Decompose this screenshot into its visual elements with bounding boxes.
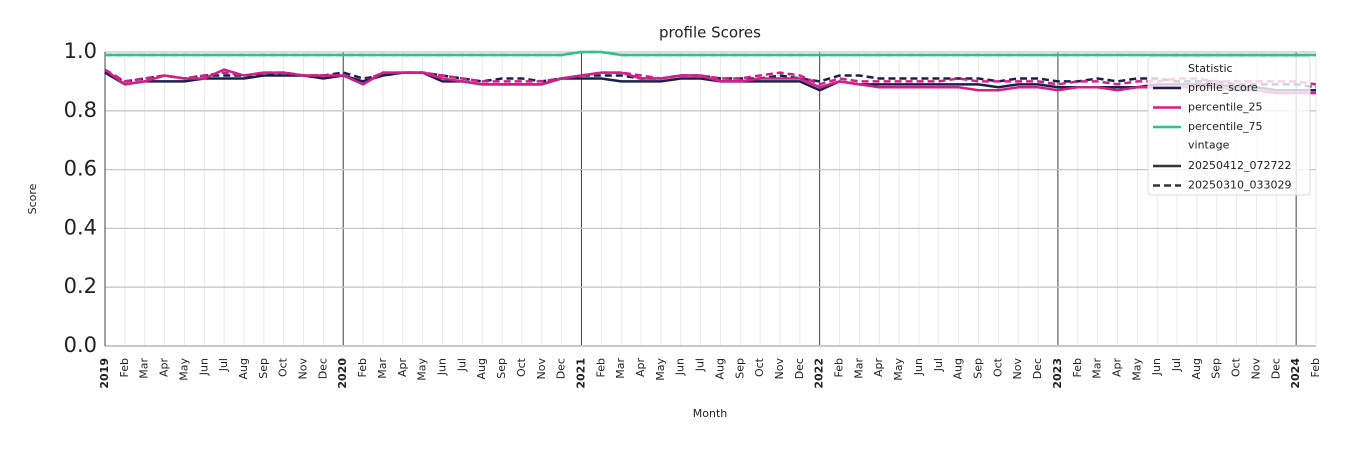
x-tick-label: 2022 <box>813 358 826 389</box>
x-tick-label: Apr <box>396 358 409 378</box>
x-tick-label: Mar <box>614 358 627 379</box>
x-tick-label: Sep <box>972 358 985 379</box>
x-tick-label: Nov <box>1249 358 1262 380</box>
series-line <box>104 71 1317 89</box>
x-tick-label: Dec <box>1031 358 1044 379</box>
x-tick-label: Feb <box>356 358 369 377</box>
chart-title: profile Scores <box>659 24 761 42</box>
y-tick-label: 0.6 <box>64 157 97 181</box>
x-tick-label: Dec <box>555 358 568 379</box>
x-tick-label: Jul <box>217 358 230 372</box>
x-tick-label: May <box>654 358 667 381</box>
y-tick-label: 0.0 <box>64 333 97 357</box>
x-tick-label: Dec <box>793 358 806 379</box>
x-tick-label: 2024 <box>1289 358 1302 389</box>
x-tick-label: Feb <box>833 358 846 377</box>
y-tick-label: 0.8 <box>64 98 97 122</box>
x-tick-label: Feb <box>118 358 131 377</box>
x-tick-label: Nov <box>535 358 548 380</box>
x-tick-label: Oct <box>515 357 528 377</box>
x-tick-label: Feb <box>594 358 607 377</box>
series-line <box>104 68 1317 86</box>
x-tick-label: Jul <box>1170 358 1183 372</box>
x-tick-label: Aug <box>237 358 250 379</box>
series-line <box>105 50 1316 57</box>
x-tick-label: Oct <box>277 357 290 377</box>
x-tick-label: Oct <box>1230 357 1243 377</box>
legend-label: profile_score <box>1188 81 1258 94</box>
x-tick-label: Jun <box>674 358 687 376</box>
x-tick-label: Aug <box>1190 358 1203 379</box>
y-tick-label: 1.0 <box>64 39 97 63</box>
x-tick-label: Mar <box>138 358 151 379</box>
x-tick-label: Sep <box>495 358 508 379</box>
x-tick-label: Sep <box>733 358 746 379</box>
x-tick-label: Feb <box>1071 358 1084 377</box>
y-tick-label: 0.2 <box>64 274 97 298</box>
series-line <box>104 68 1316 95</box>
x-tick-label: Jul <box>932 358 945 372</box>
legend-title: Statistic <box>1188 62 1233 75</box>
legend-label: 20250412_072722 <box>1188 159 1291 172</box>
x-tick-label: 2020 <box>336 358 349 389</box>
x-tick-label: 2021 <box>574 358 587 389</box>
x-tick-label: Aug <box>952 358 965 379</box>
x-tick-label: Jun <box>435 358 448 376</box>
x-tick-label: Oct <box>753 357 766 377</box>
x-tick-label: Jun <box>912 358 925 376</box>
x-tick-label: 2023 <box>1051 358 1064 389</box>
x-tick-label: Aug <box>475 358 488 379</box>
legend-label: percentile_25 <box>1188 101 1263 114</box>
x-tick-label: Sep <box>1210 358 1223 379</box>
x-tick-label: Nov <box>297 358 310 380</box>
x-tick-label: Feb <box>1309 358 1322 377</box>
x-tick-label: Mar <box>376 358 389 379</box>
x-tick-label: May <box>1130 358 1143 381</box>
x-tick-label: Oct <box>991 357 1004 377</box>
x-tick-label: Aug <box>713 358 726 379</box>
x-tick-label: Mar <box>852 358 865 379</box>
legend: Statistic profile_score percentile_25perce… <box>1147 56 1311 196</box>
x-tick-label: Dec <box>1269 358 1282 379</box>
x-tick-label: May <box>177 358 190 381</box>
y-tick-label: 0.4 <box>64 215 97 239</box>
x-tick-label: May <box>416 358 429 381</box>
x-tick-label: Nov <box>773 358 786 380</box>
legend-label: 20250310_033029 <box>1188 179 1291 192</box>
x-tick-label: Apr <box>158 358 171 378</box>
x-tick-label: Jul <box>455 358 468 372</box>
x-tick-label: Dec <box>316 358 329 379</box>
x-tick-label: 2019 <box>98 358 111 389</box>
x-tick-label: Sep <box>257 358 270 379</box>
legend-box <box>1147 56 1311 196</box>
x-tick-label: Apr <box>634 358 647 378</box>
x-tick-label: Jul <box>694 358 707 372</box>
x-tick-label: Apr <box>872 358 885 378</box>
x-tick-label: Jun <box>1150 358 1163 376</box>
x-tick-label: Jun <box>197 358 210 376</box>
legend-title: vintage <box>1188 139 1230 152</box>
x-tick-label: May <box>892 358 905 381</box>
legend-label: percentile_75 <box>1188 120 1263 133</box>
x-tick-label: Nov <box>1011 358 1024 380</box>
y-axis-label: Score <box>26 183 39 214</box>
x-axis-label: Month <box>693 407 728 420</box>
x-tick-label: Mar <box>1091 358 1104 379</box>
x-tick-label: Apr <box>1110 358 1123 378</box>
